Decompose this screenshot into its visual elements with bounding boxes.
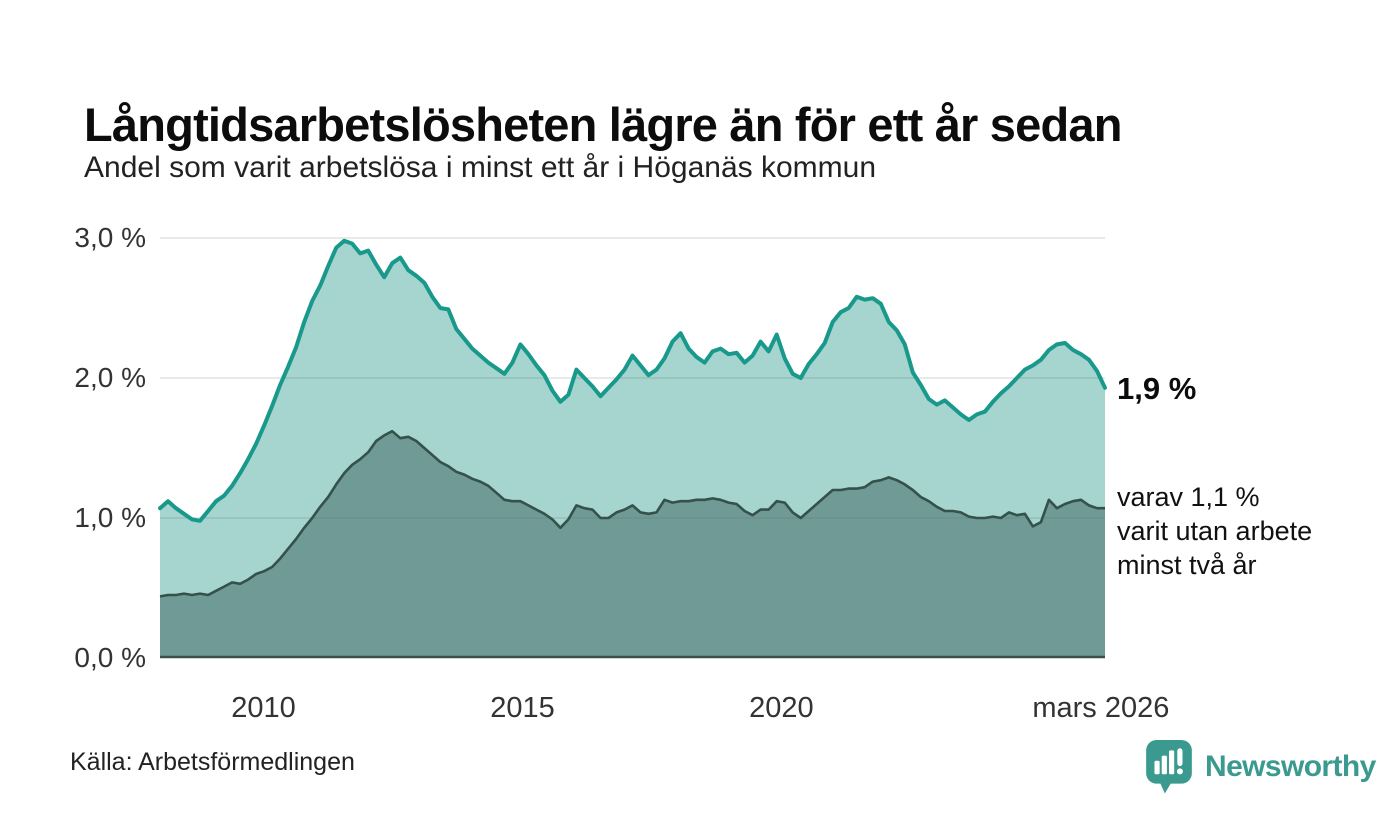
latest-value-label: 1,9 % [1117, 370, 1197, 406]
y-tick-label: 2,0 % [74, 362, 146, 393]
brand-name: Newsworthy [1205, 750, 1376, 783]
newsworthy-logo: Newsworthy [1146, 740, 1376, 794]
y-tick-label: 1,0 % [74, 502, 146, 533]
annotation-line: varav 1,1 % [1117, 482, 1260, 513]
x-tick-label: 2010 [231, 692, 296, 724]
annotation-line: minst två år [1117, 550, 1257, 581]
x-tick-label: 2015 [490, 692, 555, 724]
total-line [158, 238, 1107, 523]
two-year-area-fill [160, 431, 1105, 658]
newsworthy-pin-chart-icon [1146, 740, 1192, 794]
sub-series-annotation: varav 1,1 % varit utan arbete minst två … [1117, 480, 1312, 582]
two-year-line [159, 429, 1105, 598]
annotation-line: varit utan arbete [1117, 516, 1313, 547]
page-subtitle: Andel som varit arbetslösa i minst ett å… [84, 151, 876, 184]
area-chart [158, 237, 1107, 659]
y-tick-label: 0,0 % [74, 642, 146, 673]
y-tick-label: 3,0 % [74, 222, 146, 253]
source-caption: Källa: Arbetsförmedlingen [70, 748, 355, 776]
x-tick-label: 2020 [749, 692, 814, 724]
page-title: Långtidsarbetslösheten lägre än för ett … [84, 98, 1122, 152]
x-tick-label: mars 2026 [1032, 692, 1170, 724]
plot-area [158, 237, 1107, 659]
